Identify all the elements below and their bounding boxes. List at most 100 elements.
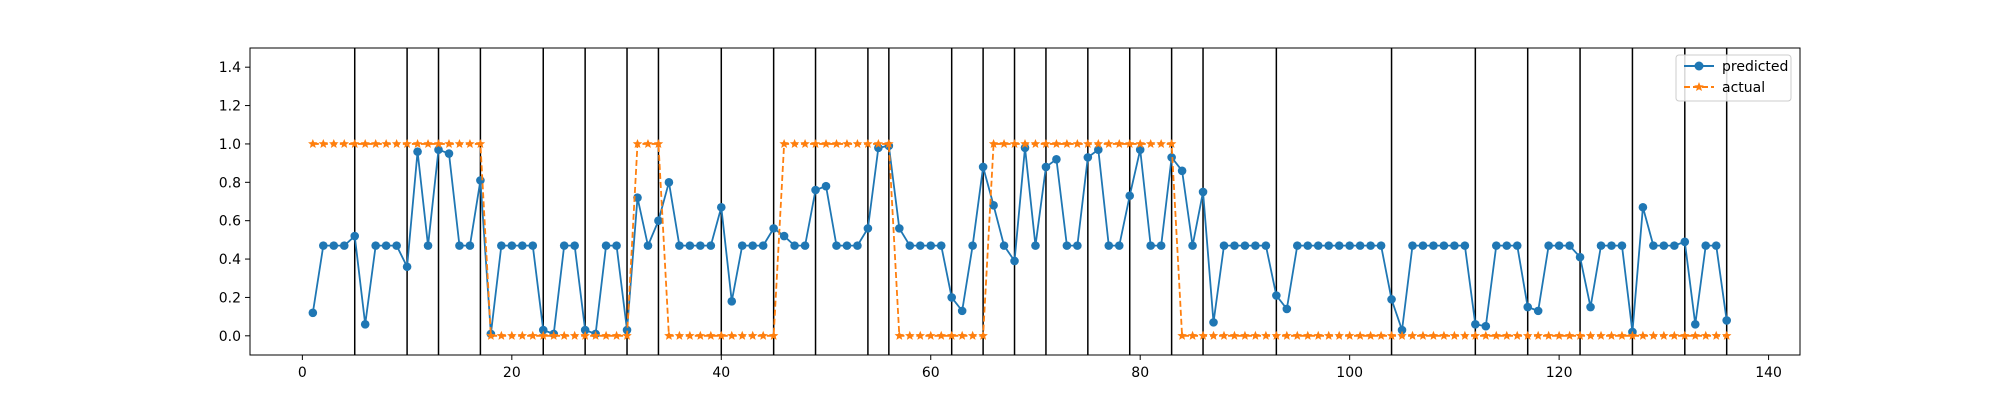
point-actual — [1407, 330, 1418, 340]
legend-predicted-marker — [1694, 61, 1704, 71]
point-actual — [789, 138, 800, 148]
point-actual — [1344, 330, 1355, 340]
point-actual — [737, 330, 747, 340]
point-actual — [1386, 330, 1397, 340]
point-predicted — [1638, 202, 1648, 212]
point-actual — [465, 138, 475, 148]
point-predicted — [1188, 241, 1197, 250]
point-actual — [946, 330, 957, 340]
point-predicted — [1251, 241, 1260, 250]
point-actual — [1313, 330, 1323, 340]
point-actual — [1020, 138, 1030, 148]
point-actual — [1177, 330, 1187, 340]
point-actual — [308, 138, 318, 148]
point-predicted — [832, 241, 841, 250]
point-predicted — [559, 241, 569, 250]
point-predicted — [905, 241, 915, 250]
point-actual — [810, 138, 821, 148]
point-predicted — [1512, 241, 1522, 250]
point-predicted — [957, 306, 967, 316]
point-actual — [894, 330, 905, 340]
x-tick-label: 140 — [1755, 365, 1782, 381]
point-actual — [1638, 330, 1648, 340]
x-tick-label: 40 — [712, 365, 730, 381]
point-actual — [391, 138, 402, 148]
point-actual — [1009, 138, 1020, 148]
point-actual — [800, 138, 810, 148]
point-actual — [1303, 330, 1313, 340]
point-actual — [412, 138, 423, 148]
point-predicted — [1313, 241, 1323, 250]
point-actual — [1135, 138, 1145, 148]
point-actual — [360, 138, 370, 148]
point-actual — [1219, 330, 1229, 340]
point-actual — [643, 138, 653, 148]
point-actual — [1114, 138, 1125, 148]
point-predicted — [1135, 145, 1145, 154]
point-predicted — [465, 241, 475, 250]
point-actual — [653, 138, 664, 148]
point-predicted — [1334, 241, 1344, 250]
point-actual — [329, 138, 339, 148]
point-predicted — [1502, 241, 1512, 250]
point-actual — [884, 138, 894, 148]
y-tick-label: 1.0 — [219, 137, 241, 153]
point-actual — [1575, 330, 1585, 340]
point-predicted — [1659, 241, 1669, 250]
point-actual — [1240, 330, 1250, 340]
point-actual — [1124, 138, 1135, 148]
point-predicted — [319, 241, 328, 250]
point-actual — [1522, 330, 1533, 340]
point-actual — [1062, 138, 1072, 148]
point-predicted — [392, 241, 401, 250]
point-actual — [1156, 138, 1166, 148]
point-predicted — [497, 241, 506, 250]
point-predicted — [696, 241, 705, 250]
point-actual — [1428, 330, 1439, 340]
point-actual — [611, 330, 622, 340]
point-actual — [517, 330, 528, 340]
point-actual — [706, 330, 716, 340]
point-predicted — [1345, 241, 1354, 250]
point-actual — [1648, 330, 1659, 340]
point-predicted — [1292, 241, 1302, 250]
point-predicted — [936, 241, 946, 250]
point-predicted — [1596, 241, 1606, 250]
point-predicted — [1680, 237, 1690, 247]
point-predicted — [423, 241, 433, 250]
point-actual — [1145, 138, 1156, 148]
point-actual — [779, 138, 789, 148]
point-actual — [580, 330, 590, 340]
point-predicted — [570, 241, 579, 250]
point-actual — [1041, 138, 1051, 148]
point-predicted — [1701, 241, 1711, 250]
point-predicted — [989, 201, 998, 210]
point-actual — [1323, 330, 1334, 340]
y-tick-label: 0.0 — [219, 329, 241, 345]
point-actual — [1365, 330, 1376, 340]
point-predicted — [444, 149, 454, 158]
x-axis: 0 20 40 60 80 100 120 140 — [298, 355, 1782, 381]
point-predicted — [748, 241, 758, 250]
point-actual — [1659, 330, 1669, 340]
point-predicted — [1523, 302, 1533, 312]
point-predicted — [1649, 241, 1658, 250]
point-actual — [1470, 330, 1481, 340]
point-predicted — [402, 262, 412, 272]
point-actual — [915, 330, 926, 340]
point-predicted — [1387, 295, 1396, 304]
point-predicted — [1240, 241, 1250, 250]
point-actual — [873, 138, 884, 148]
point-actual — [863, 138, 873, 148]
point-actual — [1721, 330, 1732, 340]
point-actual — [601, 330, 611, 340]
point-actual — [1355, 330, 1365, 340]
point-predicted — [664, 178, 674, 187]
point-predicted — [1533, 306, 1543, 316]
point-actual — [444, 138, 454, 148]
point-actual — [528, 330, 538, 340]
point-predicted — [1094, 145, 1103, 154]
point-actual — [590, 330, 601, 340]
point-predicted — [1408, 241, 1417, 250]
